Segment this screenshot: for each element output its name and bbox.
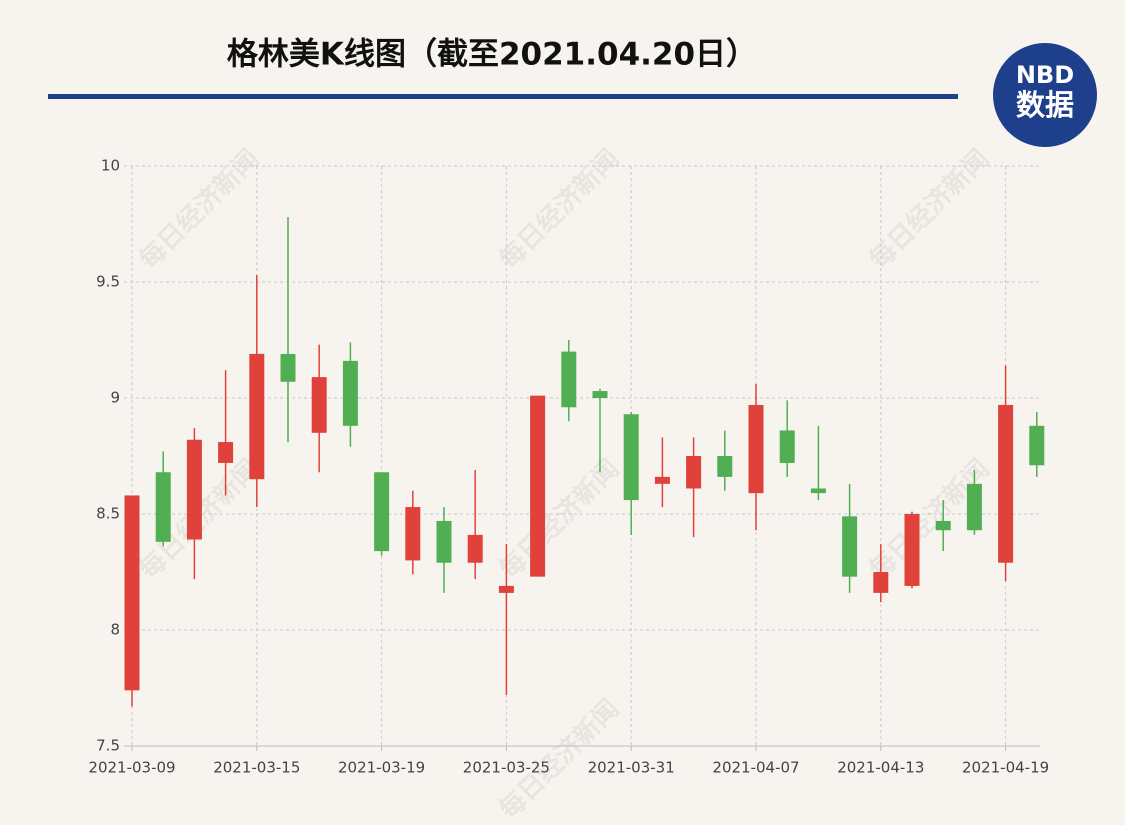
candle-body [124,495,140,691]
candle-body [842,516,858,577]
logo [993,43,1097,147]
candle-body [966,483,982,531]
x-tick-label: 2021-03-31 [588,759,675,777]
candle-body [935,520,951,531]
candle-body [311,377,327,433]
candle-body [748,404,764,494]
candle-body [654,476,670,484]
candle-body [530,395,546,577]
y-tick-label: 7.5 [96,737,120,755]
title-rule [48,94,958,99]
candle-body [436,520,452,563]
candle-body [686,456,702,489]
logo-top: NBD [1016,61,1074,89]
candle-body [342,360,358,426]
logo-bottom: 数据 [1016,88,1074,122]
candle-body [218,442,234,463]
x-tick-label: 2021-03-15 [213,759,300,777]
x-tick-label: 2021-03-19 [338,759,425,777]
y-tick-label: 9.5 [96,273,120,291]
candle-body [186,439,202,540]
x-tick-label: 2021-03-25 [463,759,550,777]
candle-body [498,585,514,593]
chart-title: 格林美K线图（截至2021.04.20日） [227,37,757,73]
y-tick-label: 8.5 [96,505,120,523]
candle-body [467,534,483,563]
y-tick-label: 8 [110,621,120,639]
y-tick-label: 9 [110,389,120,407]
candle-body [873,572,889,593]
candle-body [623,414,639,501]
candle-body [998,404,1014,563]
y-tick-label: 10 [101,157,120,175]
candle-body [374,472,390,552]
x-tick-label: 2021-04-13 [837,759,924,777]
x-tick-label: 2021-03-09 [88,759,175,777]
candle-body [1029,425,1045,466]
x-tick-label: 2021-04-19 [962,759,1049,777]
candle-body [280,353,296,382]
candle-body [779,430,795,463]
candle-body [561,351,577,408]
plot: 7.5 8 8.5 9 9.5 10 2021-03-09 2021-03-15 2021-03… [88,157,1049,777]
candle-body [810,488,826,494]
candle-body [405,507,421,561]
candle-body [592,391,608,398]
candle-body [717,456,733,477]
candle-body [249,353,265,480]
candle-body [155,472,171,542]
candle-body [904,514,920,586]
x-tick-label: 2021-04-07 [712,759,799,777]
